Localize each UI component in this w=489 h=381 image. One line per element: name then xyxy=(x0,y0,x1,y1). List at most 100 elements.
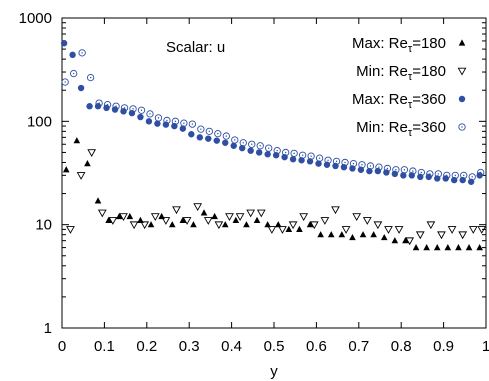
legend-marker xyxy=(458,123,466,131)
data-point xyxy=(361,164,363,166)
data-point xyxy=(115,212,123,220)
data-point xyxy=(234,139,236,141)
x-axis-label: y xyxy=(270,363,278,380)
data-point xyxy=(400,172,407,179)
data-point xyxy=(391,237,399,244)
data-point xyxy=(115,105,117,107)
data-point xyxy=(98,102,100,104)
data-point xyxy=(315,160,322,167)
data-point xyxy=(412,243,420,251)
data-point xyxy=(197,125,205,133)
data-point xyxy=(423,243,430,251)
data-point xyxy=(171,117,180,125)
y-tick-label: 1000 xyxy=(19,10,52,27)
data-point xyxy=(60,40,68,47)
data-point xyxy=(84,159,91,167)
legend: Max: Reτ=180 Min: Reτ=180 Max: Reτ=360 Min:… xyxy=(352,35,467,139)
x-tick-label: 0.8 xyxy=(391,338,412,355)
data-point xyxy=(78,49,86,57)
data-point xyxy=(86,73,95,82)
data-point xyxy=(290,149,298,157)
data-point xyxy=(460,171,468,180)
data-point xyxy=(426,170,434,178)
legend-marker xyxy=(457,67,467,76)
data-point xyxy=(222,139,229,146)
data-point xyxy=(288,221,298,230)
data-point xyxy=(332,157,341,165)
data-point xyxy=(94,197,102,204)
data-point xyxy=(157,117,160,119)
data-point xyxy=(213,137,220,144)
data-point xyxy=(391,170,399,178)
data-point xyxy=(200,128,202,130)
data-point xyxy=(293,152,295,155)
data-point xyxy=(190,221,197,228)
x-tick-label: 0.6 xyxy=(306,338,327,355)
data-point xyxy=(247,147,254,154)
data-point xyxy=(97,209,107,218)
x-tick-label: 0.2 xyxy=(136,338,157,355)
data-point xyxy=(222,132,230,140)
data-point xyxy=(332,162,339,170)
data-point xyxy=(352,162,355,165)
data-point xyxy=(253,216,261,223)
data-point xyxy=(73,137,81,144)
axis-ticks: 0 0.1 0.2 0.3 0.4 0.5 0.6 0.7 0.8 0.9 1 1 10 100 1000 xyxy=(19,10,489,355)
data-point xyxy=(232,216,240,223)
data-point xyxy=(273,147,281,155)
data-point xyxy=(454,174,456,177)
x-tick-label: 0.4 xyxy=(221,338,242,355)
data-point xyxy=(225,213,234,222)
data-point xyxy=(434,170,442,178)
data-point xyxy=(256,209,266,218)
data-point xyxy=(154,120,161,127)
data-point xyxy=(183,122,185,124)
data-point xyxy=(392,166,400,174)
x-tick-label: 0.3 xyxy=(179,338,200,355)
data-point xyxy=(158,212,165,220)
data-point xyxy=(420,171,423,174)
data-point xyxy=(211,212,218,220)
x-tick-label: 0 xyxy=(58,338,66,355)
data-point xyxy=(126,212,134,220)
data-point xyxy=(415,231,425,240)
data-point xyxy=(149,113,151,115)
data-point xyxy=(265,144,273,152)
data-point xyxy=(182,217,192,225)
data-point xyxy=(69,51,76,59)
data-point xyxy=(417,168,425,177)
y-tick-label: 1 xyxy=(44,320,52,337)
data-point xyxy=(437,173,439,175)
data-point xyxy=(465,243,473,251)
x-tick-label: 1 xyxy=(482,338,489,355)
data-point xyxy=(309,221,319,230)
data-points xyxy=(60,40,487,251)
data-point xyxy=(375,163,383,171)
data-point xyxy=(203,217,213,225)
data-point xyxy=(205,135,212,142)
data-point xyxy=(230,142,237,149)
data-point xyxy=(180,119,188,127)
data-point xyxy=(323,161,331,168)
data-point xyxy=(476,243,483,251)
data-point xyxy=(140,221,150,230)
data-point xyxy=(315,154,324,162)
data-point xyxy=(307,152,315,160)
data-point xyxy=(373,221,383,230)
data-point xyxy=(468,173,476,181)
data-point xyxy=(174,120,177,123)
data-point xyxy=(87,149,97,157)
legend-label: Max: Reτ=360 xyxy=(352,91,446,111)
data-point xyxy=(264,221,271,228)
data-point xyxy=(301,154,304,156)
data-point xyxy=(112,102,120,110)
data-point xyxy=(383,169,390,176)
data-point xyxy=(72,72,75,75)
data-point xyxy=(433,243,441,251)
data-point xyxy=(369,165,372,167)
data-point xyxy=(161,217,171,225)
data-point xyxy=(341,158,349,167)
data-point xyxy=(480,171,482,174)
series-2 xyxy=(66,149,487,246)
data-point xyxy=(196,134,203,141)
